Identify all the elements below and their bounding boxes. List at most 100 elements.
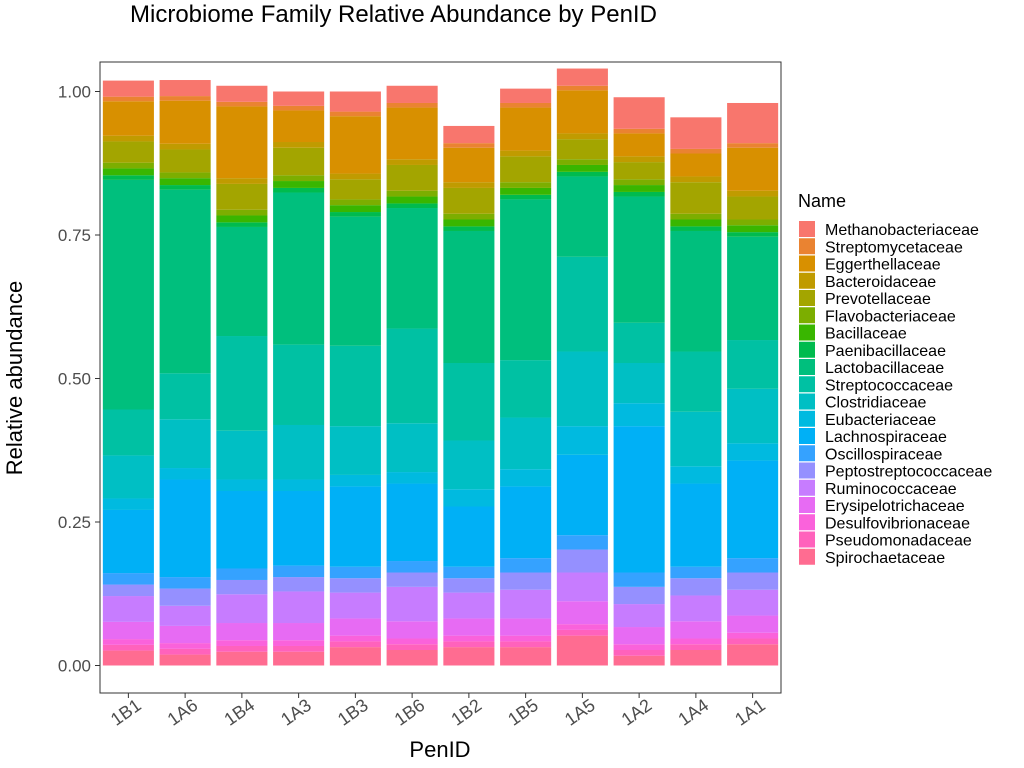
bar-segment-1B6-clostridiaceae — [386, 423, 438, 473]
x-tick-label-1A2: 1A2 — [618, 695, 656, 730]
bar-segment-1A5-desulfovibrionaceae — [556, 624, 608, 630]
bar-segment-1B6-flavobacteriaceae — [386, 190, 438, 197]
bar-segment-1A5-prevotellaceae — [556, 139, 608, 160]
bar-segment-1B3-lachnospiraceae — [329, 486, 381, 567]
bar-segment-1A2-desulfovibrionaceae — [613, 644, 665, 650]
x-tick-label-1A4: 1A4 — [674, 695, 712, 730]
bar-segment-1A2-lachnospiraceae — [613, 426, 665, 573]
bar-segment-1A5-lactobacillaceae — [556, 176, 608, 257]
bar-segment-1B5-pseudomonadaceae — [500, 641, 552, 648]
legend-label-clostridiaceae: Clostridiaceae — [825, 395, 926, 412]
bar-segment-1A1-spirochaetaceae — [727, 644, 779, 666]
bar-segment-1A4-eggerthellaceae — [670, 153, 722, 177]
bar-segment-1B2-prevotellaceae — [443, 187, 495, 214]
bar-segment-1B5-streptococcaceae — [500, 360, 552, 418]
bar-segment-1A5-peptostreptococcaceae — [556, 549, 608, 573]
bar-segment-1B5-spirochaetaceae — [500, 647, 552, 666]
legend-label-bacteroidaceae: Bacteroidaceae — [825, 274, 936, 291]
bar-segment-1B4-clostridiaceae — [216, 430, 268, 480]
legend-swatch-pseudomonadaceae — [799, 531, 815, 548]
bar-segment-1B2-pseudomonadaceae — [443, 641, 495, 648]
bar-segment-1B3-spirochaetaceae — [329, 647, 381, 666]
bar-segment-1B6-peptostreptococcaceae — [386, 572, 438, 587]
bar-segment-1B6-ruminococcaceae — [386, 586, 438, 622]
bar-segment-1A6-ruminococcaceae — [159, 605, 211, 626]
bar-segment-1B3-desulfovibrionaceae — [329, 635, 381, 642]
bar-segment-1A1-bacillaceae — [727, 225, 779, 233]
bar-segment-1A4-oscillospiraceae — [670, 566, 722, 579]
bar-segment-1A6-lachnospiraceae — [159, 479, 211, 578]
bar-segment-1B6-bacillaceae — [386, 196, 438, 204]
x-tick-label-1A5: 1A5 — [561, 695, 599, 730]
bar-segment-1B5-oscillospiraceae — [500, 558, 552, 573]
legend-swatch-prevotellaceae — [799, 290, 815, 306]
legend-label-prevotellaceae: Prevotellaceae — [825, 291, 931, 308]
bar-segment-1B3-erysipelotrichaceae — [329, 618, 381, 636]
bar-segment-1A4-bacillaceae — [670, 219, 722, 227]
bar-segment-1B4-bacillaceae — [216, 215, 268, 223]
bar-segment-1A6-bacillaceae — [159, 178, 211, 186]
bar-segment-1B6-lachnospiraceae — [386, 483, 438, 562]
bar-segment-1B1-streptococcaceae — [102, 409, 154, 456]
legend-label-eggerthellaceae: Eggerthellaceae — [825, 257, 941, 274]
y-tick-label: 0.00 — [58, 657, 91, 676]
bar-segment-1A1-pseudomonadaceae — [727, 638, 779, 645]
bar-segment-1A2-flavobacteriaceae — [613, 179, 665, 186]
bar-segment-1B2-peptostreptococcaceae — [443, 578, 495, 593]
bar-segment-1B2-clostridiaceae — [443, 440, 495, 490]
x-tick-label-1B6: 1B6 — [391, 695, 429, 730]
bar-segment-1A1-desulfovibrionaceae — [727, 632, 779, 639]
bar-segment-1B4-oscillospiraceae — [216, 568, 268, 580]
bar-segment-1A5-pseudomonadaceae — [556, 629, 608, 636]
bar-segment-1A4-paenibacillaceae — [670, 226, 722, 231]
bar-segment-1B4-flavobacteriaceae — [216, 209, 268, 216]
legend-label-streptomycetaceae: Streptomycetaceae — [825, 239, 963, 256]
bar-segment-1B2-eggerthellaceae — [443, 147, 495, 183]
bar-segment-1B1-bacteroidaceae — [102, 135, 154, 142]
legend-swatch-peptostreptococcaceae — [799, 462, 815, 479]
bar-segment-1B3-flavobacteriaceae — [329, 199, 381, 206]
legend-label-erysipelotrichaceae: Erysipelotrichaceae — [825, 498, 965, 515]
bar-segment-1A6-paenibacillaceae — [159, 185, 211, 190]
bar-segment-1B6-methanobacteriaceae — [386, 85, 438, 103]
bar-segment-1A3-streptomycetaceae — [273, 105, 325, 111]
bar-segment-1A3-clostridiaceae — [273, 424, 325, 480]
legend-label-spirochaetaceae: Spirochaetaceae — [825, 550, 945, 567]
bar-segment-1B1-desulfovibrionaceae — [102, 639, 154, 645]
bar-segment-1B6-oscillospiraceae — [386, 561, 438, 573]
bar-segment-1A5-paenibacillaceae — [556, 171, 608, 177]
y-tick-label: 0.50 — [58, 370, 91, 389]
legend-swatch-bacteroidaceae — [799, 272, 815, 289]
bar-segment-1A3-spirochaetaceae — [273, 651, 325, 666]
bar-segment-1B1-eubacteriaceae — [102, 498, 154, 510]
bar-segment-1A2-clostridiaceae — [613, 363, 665, 404]
bar-segment-1B1-clostridiaceae — [102, 455, 154, 499]
bar-segment-1B6-prevotellaceae — [386, 164, 438, 191]
bar-segment-1B3-streptococcaceae — [329, 345, 381, 427]
bar-segment-1A3-prevotellaceae — [273, 147, 325, 176]
bar-segment-1A3-oscillospiraceae — [273, 565, 325, 578]
legend-swatch-streptococcaceae — [799, 376, 815, 393]
bar-segment-1A3-methanobacteriaceae — [273, 91, 325, 106]
bar-segment-1B3-bacteroidaceae — [329, 173, 381, 180]
bar-segment-1B6-lactobacillaceae — [386, 208, 438, 329]
bar-segment-1A1-ruminococcaceae — [727, 589, 779, 616]
bar-segment-1B2-erysipelotrichaceae — [443, 618, 495, 636]
bar-segment-1B4-prevotellaceae — [216, 183, 268, 210]
chart-title: Microbiome Family Relative Abundance by … — [130, 1, 657, 28]
x-tick-label-1B1: 1B1 — [107, 695, 145, 730]
legend-label-methanobacteriaceae: Methanobacteriaceae — [825, 222, 979, 239]
bar-segment-1B5-bacteroidaceae — [500, 150, 552, 157]
bar-segment-1A1-prevotellaceae — [727, 196, 779, 220]
bar-segment-1A5-clostridiaceae — [556, 351, 608, 427]
legend-label-eubacteriaceae: Eubacteriaceae — [825, 412, 936, 429]
legend-label-desulfovibrionaceae: Desulfovibrionaceae — [825, 515, 970, 532]
bar-segment-1A1-streptococcaceae — [727, 340, 779, 389]
bar-segment-1B6-spirochaetaceae — [386, 650, 438, 666]
bar-segment-1B1-lachnospiraceae — [102, 509, 154, 574]
bar-segment-1A2-prevotellaceae — [613, 162, 665, 180]
bar-segment-1A2-eubacteriaceae — [613, 403, 665, 427]
legend-swatch-bacillaceae — [799, 324, 815, 341]
bar-segment-1B5-ruminococcaceae — [500, 589, 552, 619]
